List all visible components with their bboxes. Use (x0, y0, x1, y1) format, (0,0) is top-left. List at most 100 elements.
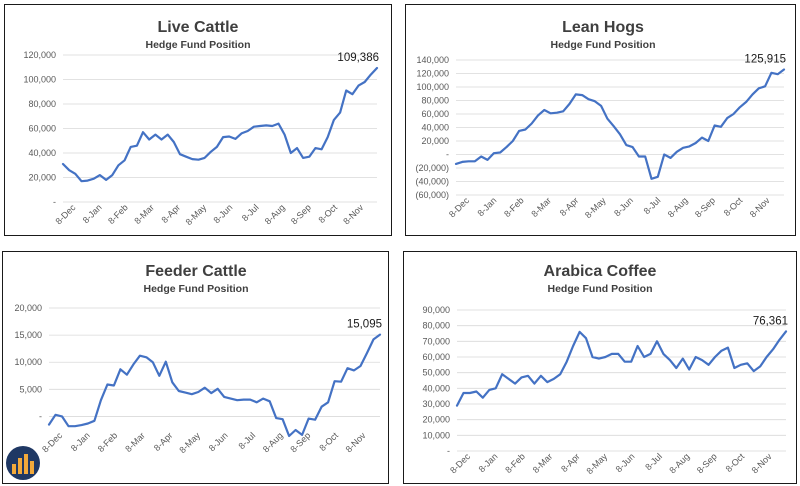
y-tick-label-lean-hogs: - (446, 150, 449, 160)
y-tick-label-live-cattle: - (53, 197, 56, 207)
x-tick-label-feeder-cattle: 8-Feb (96, 430, 120, 454)
x-tick-label-feeder-cattle: 8-Oct (317, 430, 340, 453)
chart-title-arabica-coffee: Arabica Coffee (544, 263, 657, 280)
x-tick-label-arabica-coffee: 8-Apr (559, 451, 582, 474)
chart-panel-lean-hogs: Lean Hogs Hedge Fund Position (60,000) (40,… (405, 4, 796, 236)
x-tick-label-lean-hogs: 8-May (583, 195, 608, 220)
y-tick-label-feeder-cattle: 20,000 (14, 303, 42, 313)
chart-svg-lean-hogs: Lean Hogs Hedge Fund Position (60,000) (40,… (415, 19, 786, 220)
chart-panel-arabica-coffee: Arabica Coffee Hedge Fund Position - 10,000… (403, 251, 797, 484)
y-tick-label-arabica-coffee: 20,000 (422, 415, 450, 425)
chart-subtitle-arabica-coffee: Hedge Fund Position (548, 283, 653, 295)
x-tick-label-arabica-coffee: 8-Jul (643, 451, 664, 472)
x-tick-label-lean-hogs: 8-Feb (502, 195, 526, 219)
x-tick-label-lean-hogs: 8-Apr (558, 195, 581, 218)
y-tick-label-lean-hogs: 120,000 (416, 69, 449, 79)
y-tick-label-lean-hogs: (60,000) (415, 190, 449, 200)
x-tick-label-live-cattle: 8-Jul (240, 202, 261, 223)
x-tick-label-live-cattle: 8-May (184, 202, 209, 227)
x-tick-label-feeder-cattle: 8-Jul (236, 430, 257, 451)
x-tick-label-arabica-coffee: 8-Nov (750, 451, 774, 475)
series-line-lean-hogs (454, 68, 786, 180)
y-tick-label-arabica-coffee: 80,000 (422, 321, 450, 331)
x-tick-label-live-cattle: 8-Nov (341, 202, 365, 226)
x-tick-label-live-cattle: 8-Mar (132, 202, 156, 226)
y-tick-label-arabica-coffee: 10,000 (422, 430, 450, 440)
x-tick-label-feeder-cattle: 8-Jun (207, 430, 230, 453)
chart-panel-live-cattle: Live Cattle Hedge Fund Position - 20,000 40,… (4, 4, 392, 236)
x-tick-label-arabica-coffee: 8-Sep (695, 451, 719, 475)
y-tick-label-live-cattle: 40,000 (28, 148, 56, 158)
x-tick-label-lean-hogs: 8-Jun (612, 195, 635, 218)
data-label-last-arabica-coffee: 76,361 (753, 315, 788, 327)
x-tick-label-arabica-coffee: 8-Aug (667, 451, 691, 475)
chart-title-feeder-cattle: Feeder Cattle (145, 263, 246, 280)
series-line-feeder-cattle (47, 333, 382, 438)
data-label-last-live-cattle: 109,386 (337, 52, 379, 64)
y-tick-label-lean-hogs: 80,000 (421, 96, 449, 106)
x-tick-label-arabica-coffee: 8-Oct (724, 451, 747, 474)
y-tick-label-feeder-cattle: - (39, 411, 42, 421)
x-tick-label-live-cattle: 8-Dec (53, 202, 77, 226)
chart-subtitle-lean-hogs: Hedge Fund Position (551, 39, 656, 51)
data-label-last-lean-hogs: 125,915 (744, 54, 786, 66)
x-tick-label-arabica-coffee: 8-Feb (503, 451, 527, 475)
y-tick-label-live-cattle: 100,000 (23, 75, 56, 85)
chart-title-lean-hogs: Lean Hogs (562, 19, 644, 36)
chart-svg-arabica-coffee: Arabica Coffee Hedge Fund Position - 10,000… (422, 263, 788, 476)
x-tick-label-live-cattle: 8-Oct (317, 202, 340, 225)
series-line-live-cattle (61, 66, 379, 183)
chart-panel-feeder-cattle: Feeder Cattle Hedge Fund Position - 5,000 10… (2, 251, 389, 484)
chart-subtitle-feeder-cattle: Hedge Fund Position (144, 283, 249, 295)
y-tick-label-arabica-coffee: 50,000 (422, 368, 450, 378)
y-tick-label-arabica-coffee: 40,000 (422, 383, 450, 393)
x-tick-label-feeder-cattle: 8-May (177, 430, 202, 455)
x-tick-label-live-cattle: 8-Jan (81, 202, 104, 225)
x-tick-label-feeder-cattle: 8-Aug (261, 430, 285, 454)
x-tick-label-arabica-coffee: 8-Jan (477, 451, 500, 474)
chart-subtitle-live-cattle: Hedge Fund Position (146, 39, 251, 51)
x-tick-label-live-cattle: 8-Jun (212, 202, 235, 225)
y-tick-label-lean-hogs: 40,000 (421, 123, 449, 133)
y-tick-label-lean-hogs: 140,000 (416, 55, 449, 65)
x-tick-label-lean-hogs: 8-Aug (666, 195, 690, 219)
y-tick-label-arabica-coffee: 70,000 (422, 336, 450, 346)
y-tick-label-lean-hogs: 100,000 (416, 82, 449, 92)
x-tick-label-lean-hogs: 8-Sep (693, 195, 717, 219)
x-tick-label-feeder-cattle: 8-Jan (69, 430, 92, 453)
y-tick-label-live-cattle: 80,000 (28, 99, 56, 109)
x-tick-label-feeder-cattle: 8-Mar (123, 430, 147, 454)
y-tick-label-live-cattle: 120,000 (23, 50, 56, 60)
y-tick-label-live-cattle: 60,000 (28, 124, 56, 134)
x-tick-label-arabica-coffee: 8-Dec (448, 451, 472, 475)
y-tick-label-arabica-coffee: 30,000 (422, 399, 450, 409)
chart-title-live-cattle: Live Cattle (158, 19, 239, 36)
x-tick-label-lean-hogs: 8-Dec (447, 195, 471, 219)
y-tick-label-live-cattle: 20,000 (28, 173, 56, 183)
y-tick-label-feeder-cattle: 10,000 (14, 357, 42, 367)
x-tick-label-live-cattle: 8-Sep (289, 202, 313, 226)
x-tick-label-arabica-coffee: 8-Mar (531, 451, 555, 475)
x-tick-label-live-cattle: 8-Feb (106, 202, 130, 226)
x-tick-label-lean-hogs: 8-Oct (722, 195, 745, 218)
series-line-arabica-coffee (455, 330, 788, 407)
y-tick-label-lean-hogs: (40,000) (415, 177, 449, 187)
x-tick-label-feeder-cattle: 8-Dec (40, 430, 64, 454)
x-tick-label-feeder-cattle: 8-Apr (152, 430, 175, 453)
x-tick-label-arabica-coffee: 8-May (584, 451, 609, 476)
x-tick-label-live-cattle: 8-Aug (263, 202, 287, 226)
x-tick-label-lean-hogs: 8-Jan (475, 195, 498, 218)
y-tick-label-arabica-coffee: - (447, 446, 450, 456)
x-tick-label-live-cattle: 8-Apr (160, 202, 183, 225)
x-tick-label-arabica-coffee: 8-Jun (614, 451, 637, 474)
x-tick-label-lean-hogs: 8-Jul (642, 195, 663, 216)
chart-svg-live-cattle: Live Cattle Hedge Fund Position - 20,000 40,… (23, 19, 379, 227)
y-tick-label-lean-hogs: 20,000 (421, 136, 449, 146)
y-tick-label-lean-hogs: 60,000 (421, 109, 449, 119)
y-tick-label-arabica-coffee: 90,000 (422, 305, 450, 315)
x-tick-label-feeder-cattle: 8-Nov (344, 430, 368, 454)
y-tick-label-arabica-coffee: 60,000 (422, 352, 450, 362)
y-tick-label-feeder-cattle: 15,000 (14, 330, 42, 340)
data-label-last-feeder-cattle: 15,095 (347, 319, 382, 331)
y-tick-label-feeder-cattle: 5,000 (19, 384, 42, 394)
